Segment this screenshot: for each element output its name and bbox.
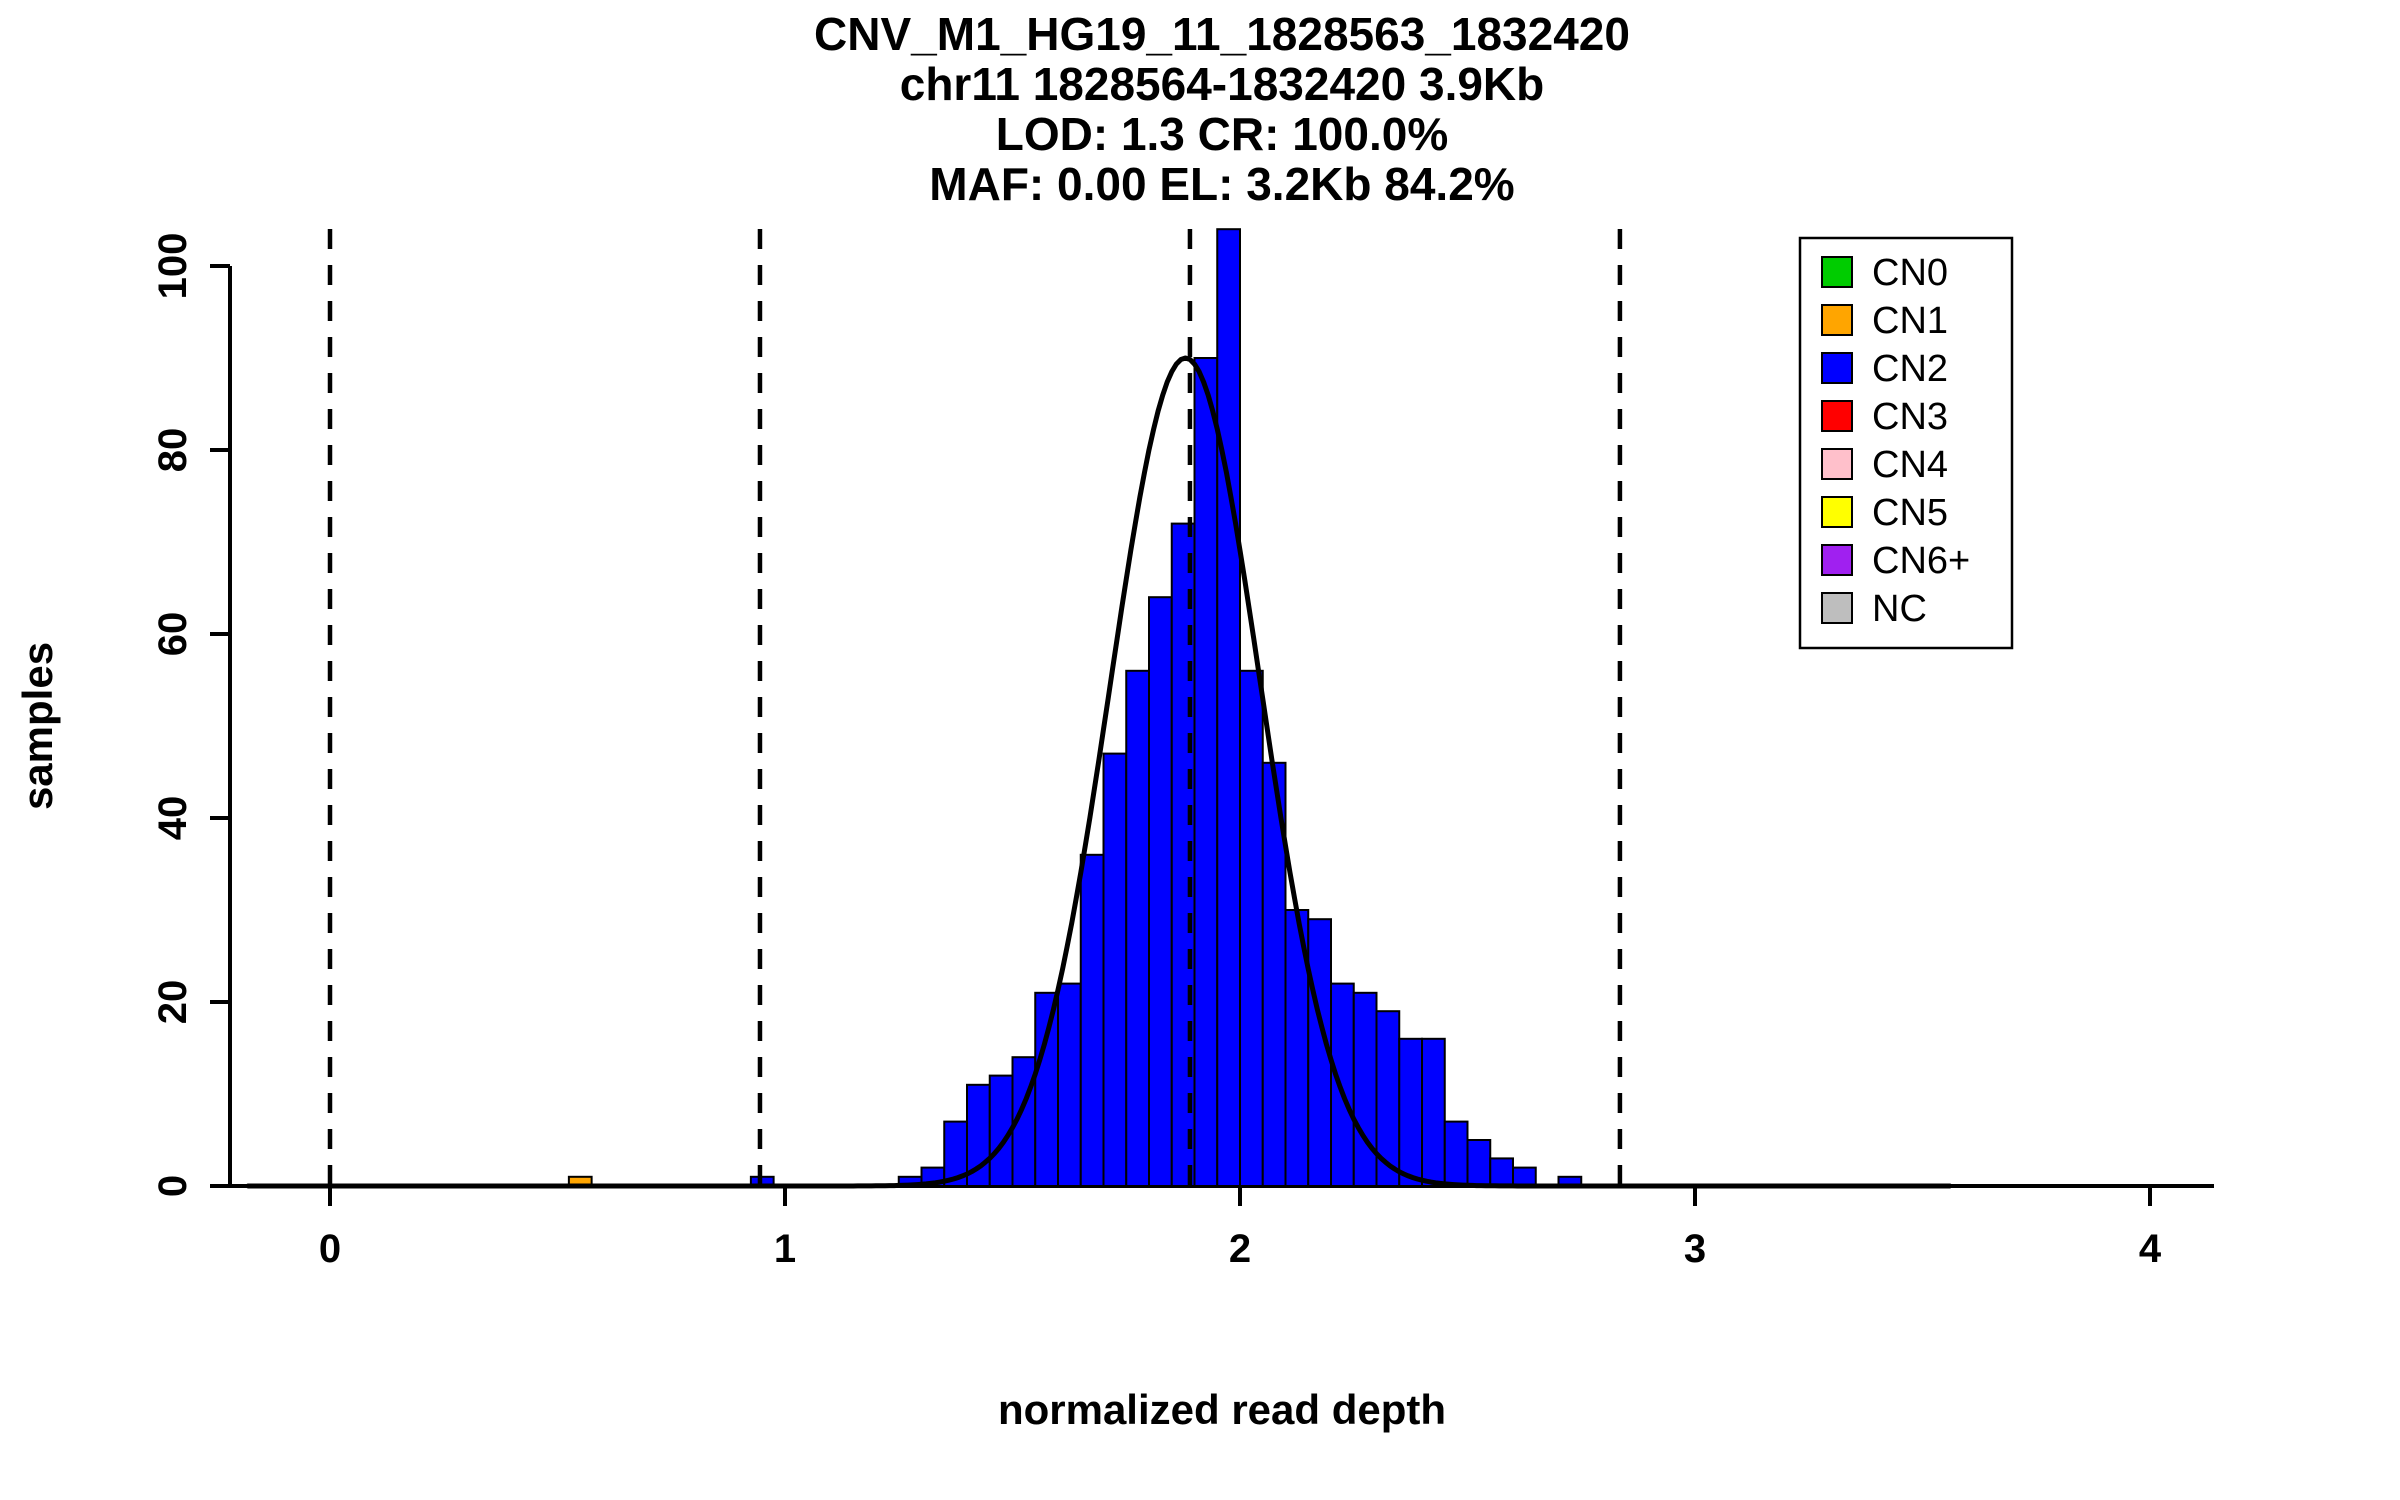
legend: CN0 CN1 CN2 CN3 CN4 CN5 CN6+ NC [1798,236,2014,650]
density-curve-layer [245,355,1953,1189]
legend-label-cn3: CN3 [1872,396,1948,438]
x-tick-label: 2 [1229,1227,1251,1271]
legend-label-cn0: CN0 [1872,252,1948,294]
histogram-bar [1102,752,1128,1187]
cn-boundary-lines [327,229,1623,1186]
histogram-bar [1352,991,1378,1187]
y-tick-label: 60 [151,612,195,657]
histogram-bar [1057,982,1082,1187]
y-axis-label: samples [14,642,61,810]
legend-label-nc: NC [1872,588,1927,630]
chart-title-line-2: chr11 1828564-1832420 3.9Kb [900,58,1545,110]
legend-swatch-cn5 [1821,496,1853,528]
histogram-bar [1193,357,1219,1187]
chart-title-line-4: MAF: 0.00 EL: 3.2Kb 84.2% [929,158,1514,210]
histogram-bar [1489,1157,1514,1188]
histogram-bar [1034,991,1059,1187]
legend-swatch-cn1 [1821,304,1853,336]
legend-swatch-cn0 [1821,256,1853,288]
y-tick-label: 0 [151,1175,195,1197]
y-tick-label: 100 [151,233,195,300]
histogram-bar [1512,1166,1537,1187]
histogram-bar [1466,1139,1492,1187]
histogram-bar [1421,1037,1446,1188]
histogram-bars [567,228,1583,1188]
legend-swatch-cn6plus [1821,544,1853,576]
y-tick-label: 80 [151,428,195,473]
histogram-bar [1330,982,1355,1187]
legend-label-cn4: CN4 [1872,444,1948,486]
x-tick-label: 3 [1684,1227,1706,1271]
histogram-bar [1216,228,1241,1187]
histogram-bar [1148,596,1173,1187]
legend-swatch-cn2 [1821,352,1853,384]
legend-swatch-cn3 [1821,400,1853,432]
histogram-bar [1125,669,1150,1187]
y-tick-label: 40 [151,796,195,841]
histogram-bar [1079,853,1105,1187]
legend-swatch-nc [1821,592,1853,624]
chart-title-line-1: CNV_M1_HG19_11_1828563_1832420 [814,8,1630,60]
density-curve [245,355,1953,1189]
legend-swatch-cn4 [1821,448,1853,480]
x-axis-label: normalized read depth [998,1386,1446,1433]
x-tick-label: 1 [774,1227,796,1271]
legend-label-cn2: CN2 [1872,348,1948,390]
legend-label-cn5: CN5 [1872,492,1948,534]
y-tick-label: 20 [151,980,195,1025]
histogram-bar [1443,1120,1469,1187]
legend-label-cn6plus: CN6+ [1872,540,1970,582]
x-tick-label: 0 [319,1227,341,1271]
chart-title-line-3: LOD: 1.3 CR: 100.0% [996,108,1448,160]
x-tick-label: 4 [2139,1227,2162,1271]
histogram-bar [1398,1037,1423,1188]
legend-label-cn1: CN1 [1872,300,1948,342]
histogram-bar [1239,669,1264,1187]
